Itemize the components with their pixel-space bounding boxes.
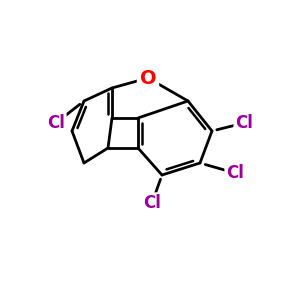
- Text: Cl: Cl: [143, 194, 161, 212]
- Text: O: O: [140, 68, 156, 88]
- Text: Cl: Cl: [235, 114, 253, 132]
- Text: Cl: Cl: [226, 164, 244, 182]
- Text: Cl: Cl: [47, 114, 65, 132]
